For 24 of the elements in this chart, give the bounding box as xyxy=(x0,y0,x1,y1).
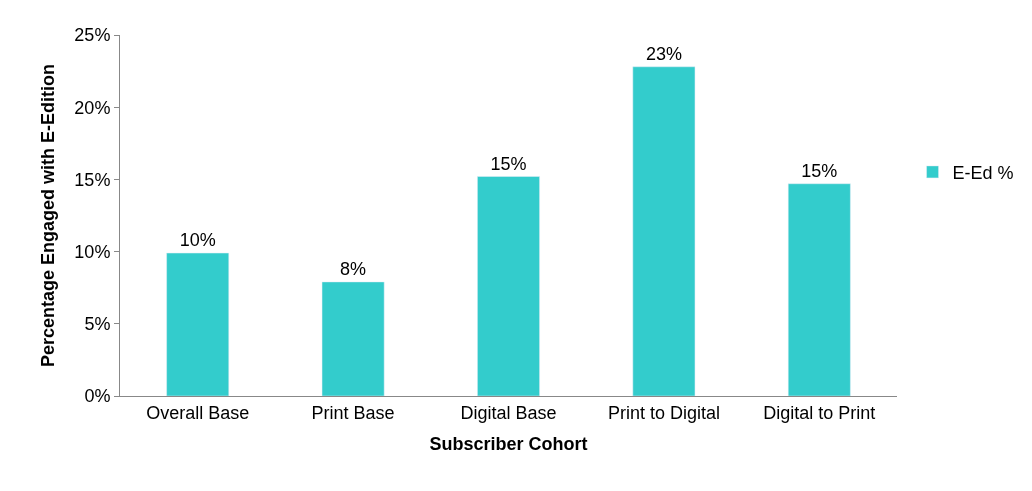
data-label: 15% xyxy=(801,160,838,181)
y-tick-label: 0% xyxy=(84,386,111,407)
x-tick-label: Print to Digital xyxy=(607,402,720,423)
bar xyxy=(477,176,540,396)
legend-label: E-Ed % xyxy=(952,162,1014,183)
data-label: 8% xyxy=(340,258,367,279)
bar xyxy=(321,281,385,396)
x-tick-label: Digital to Print xyxy=(763,402,876,423)
y-tick-label: 5% xyxy=(84,314,111,335)
data-label: 23% xyxy=(645,43,682,64)
y-tick-label: 25% xyxy=(74,25,111,46)
bar xyxy=(632,66,696,396)
y-tick-label: 20% xyxy=(74,97,111,118)
y-axis-title: Percentage Engaged with E-Edition xyxy=(37,63,58,368)
x-tick-label: Overall Base xyxy=(146,402,250,423)
x-tick-label: Digital Base xyxy=(460,402,557,423)
x-tick-label: Print Base xyxy=(311,402,395,423)
x-axis-title: Subscriber Cohort xyxy=(429,433,588,454)
bar xyxy=(166,252,230,396)
y-tick-label: 15% xyxy=(74,169,111,190)
data-label: 15% xyxy=(490,153,527,174)
data-label: 10% xyxy=(179,230,216,251)
bar xyxy=(787,183,851,396)
y-tick-label: 10% xyxy=(74,241,111,262)
